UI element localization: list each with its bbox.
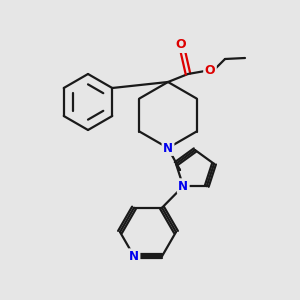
Text: N: N — [163, 142, 173, 154]
Text: N: N — [178, 180, 188, 193]
Text: N: N — [129, 250, 139, 263]
Text: O: O — [205, 64, 215, 77]
Text: O: O — [176, 38, 186, 52]
